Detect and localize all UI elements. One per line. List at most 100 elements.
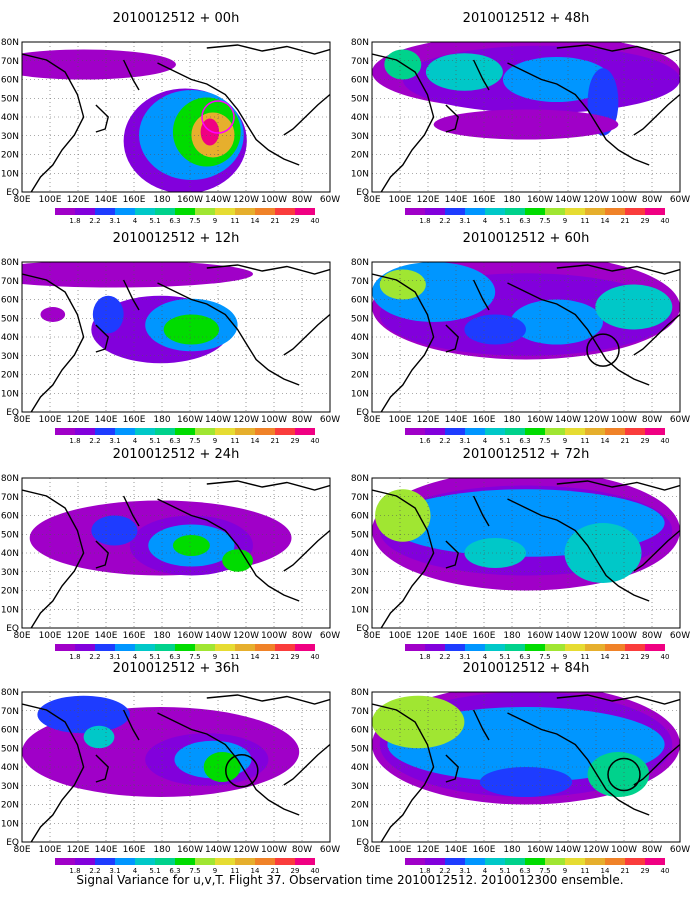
- y-tick-label: 40N: [351, 763, 369, 773]
- variance-contour: [172, 535, 210, 556]
- colorbar-label: 6.3: [519, 653, 530, 661]
- map-panel-p60: 2010012512 + 60h 80E 100E 120E 140E 160E 180 16…: [351, 231, 690, 445]
- colorbar-swatch: [255, 428, 275, 435]
- colorbar-swatch: [195, 428, 215, 435]
- x-tick-label: 100E: [39, 845, 62, 855]
- x-tick-label: 140E: [445, 195, 468, 205]
- x-tick-label: 160W: [527, 415, 553, 425]
- figure-caption: Signal Variance for u,v,T. Flight 37. Ob…: [76, 873, 623, 887]
- colorbar-label: 29: [641, 217, 650, 225]
- y-tick-label: 70N: [351, 57, 369, 67]
- y-tick-label: 80N: [1, 474, 19, 484]
- colorbar-swatch: [135, 644, 155, 651]
- x-tick-label: 120E: [67, 415, 90, 425]
- y-tick-label: EQ: [6, 838, 19, 848]
- x-tick-label: 100W: [611, 415, 637, 425]
- y-tick-label: 60N: [351, 76, 369, 86]
- x-tick-label: 140W: [555, 631, 581, 641]
- x-tick-label: 100W: [261, 631, 287, 641]
- y-tick-label: EQ: [356, 188, 369, 198]
- colorbar-swatch: [465, 208, 485, 215]
- map-panel-p36: 2010012512 + 36h 80E 100E 120E 140E 160E 180 16…: [1, 661, 340, 875]
- y-tick-label: 20N: [1, 801, 19, 811]
- colorbar-swatch: [505, 644, 525, 651]
- map-frame: [371, 477, 681, 629]
- colorbar-label: 4: [483, 217, 488, 225]
- colorbar-swatch: [255, 858, 275, 865]
- x-tick-label: 160W: [527, 845, 553, 855]
- colorbar-label: 14: [251, 217, 260, 225]
- colorbar-label: 3.1: [459, 437, 470, 445]
- map-panel-p48: 2010012512 + 48h 80E 100E 120E 140E 160E 180 16…: [351, 11, 690, 225]
- map-frame: [371, 41, 681, 193]
- colorbar-label: 11: [581, 437, 590, 445]
- colorbar-label: 3.1: [109, 653, 120, 661]
- y-tick-label: 50N: [351, 530, 369, 540]
- x-tick-label: 60W: [320, 415, 340, 425]
- colorbar-swatch: [425, 428, 445, 435]
- colorbar-swatch: [215, 208, 235, 215]
- x-tick-label: 100W: [261, 415, 287, 425]
- x-tick-label: 120W: [583, 631, 609, 641]
- colorbar-label: 6.3: [519, 867, 530, 875]
- colorbar-label: 40: [311, 217, 320, 225]
- x-tick-label: 120W: [233, 845, 259, 855]
- colorbar-label: 11: [231, 653, 240, 661]
- colorbar-swatch: [95, 858, 115, 865]
- colorbar-label: 29: [291, 653, 300, 661]
- x-tick-label: 140E: [95, 415, 118, 425]
- colorbar-label: 4: [483, 653, 488, 661]
- x-tick-label: 120E: [417, 845, 440, 855]
- x-tick-label: 120E: [417, 631, 440, 641]
- y-tick-label: 40N: [1, 333, 19, 343]
- colorbar: 1.8 2.2 3.1 4 5.1 6.3 7.5 9 11 14 21 29 40: [405, 208, 669, 225]
- y-tick-label: 10N: [1, 605, 19, 615]
- colorbar-swatch: [135, 208, 155, 215]
- y-tick-label: 40N: [1, 113, 19, 123]
- colorbar-swatch: [425, 644, 445, 651]
- colorbar-label: 5.1: [499, 653, 510, 661]
- colorbar-label: 4: [133, 217, 138, 225]
- colorbar-label: 1.8: [69, 217, 80, 225]
- colorbar-swatch: [155, 644, 175, 651]
- x-tick-label: 160W: [527, 631, 553, 641]
- colorbar-swatch: [445, 208, 465, 215]
- y-tick-label: 40N: [1, 763, 19, 773]
- coastlines: [22, 694, 330, 842]
- x-tick-label: 160E: [473, 845, 496, 855]
- variance-field: [372, 478, 680, 591]
- colorbar-label: 3.1: [109, 867, 120, 875]
- colorbar-swatch: [645, 208, 665, 215]
- x-tick-label: 80E: [363, 631, 380, 641]
- y-tick-label: 10N: [351, 169, 369, 179]
- y-tick-label: 20N: [351, 587, 369, 597]
- y-tick-label: EQ: [356, 838, 369, 848]
- colorbar-label: 40: [661, 653, 670, 661]
- colorbar-swatch: [55, 644, 75, 651]
- colorbar-swatch: [195, 858, 215, 865]
- x-tick-label: 120W: [583, 845, 609, 855]
- map-panel-p84: 2010012512 + 84h 80E 100E 120E 140E 160E 180 16…: [351, 661, 690, 875]
- colorbar-label: 5.1: [149, 653, 160, 661]
- colorbar-label: 7.5: [189, 437, 200, 445]
- x-tick-label: 140W: [205, 415, 231, 425]
- colorbar-label: 1.8: [419, 217, 430, 225]
- y-tick-label: 30N: [351, 352, 369, 362]
- variance-contour: [595, 284, 673, 330]
- colorbar-label: 9: [563, 653, 567, 661]
- y-tick-label: 10N: [1, 169, 19, 179]
- x-tick-label: 120W: [233, 195, 259, 205]
- colorbar-swatch: [295, 644, 315, 651]
- variance-contour: [464, 314, 526, 345]
- y-tick-label: 60N: [351, 512, 369, 522]
- y-tick-label: 70N: [351, 493, 369, 503]
- y-tick-label: 70N: [1, 707, 19, 717]
- map-panel-p00: 2010012512 + 00h 80E 100E 120E 140E 160E 180 16…: [1, 11, 340, 225]
- colorbar-swatch: [215, 858, 235, 865]
- colorbar-swatch: [115, 858, 135, 865]
- panel-title: 2010012512 + 24h: [113, 447, 240, 462]
- y-tick-label: 10N: [351, 389, 369, 399]
- colorbar-label: 7.5: [189, 653, 200, 661]
- colorbar-label: 3.1: [459, 653, 470, 661]
- colorbar-swatch: [405, 858, 425, 865]
